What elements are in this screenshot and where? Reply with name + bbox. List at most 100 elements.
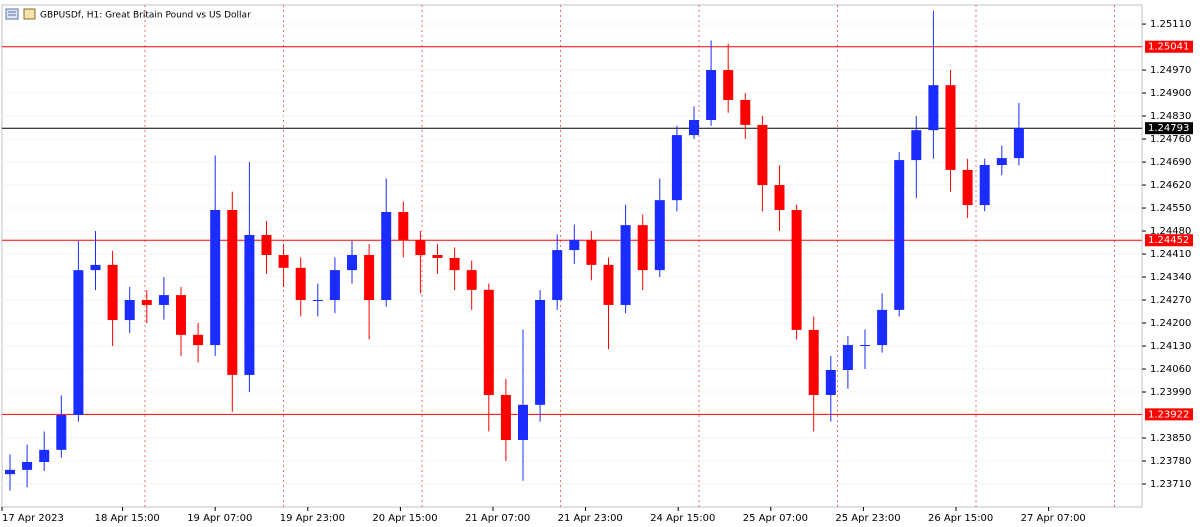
y-tick-label: 1.24550 xyxy=(1150,203,1191,214)
candle-body xyxy=(398,211,409,240)
y-tick-label: 1.24130 xyxy=(1150,341,1191,352)
candle-body xyxy=(894,160,905,310)
level-label: 1.25041 xyxy=(1148,42,1189,53)
candle-body xyxy=(193,334,204,346)
candle-body xyxy=(329,270,340,301)
level-label: 1.23922 xyxy=(1148,409,1189,420)
candle-body xyxy=(723,70,734,100)
candle-body xyxy=(552,250,563,301)
y-tick-label: 1.25110 xyxy=(1150,19,1191,30)
y-tick-label: 1.24620 xyxy=(1150,180,1191,191)
candle-body xyxy=(911,130,922,161)
icon-list xyxy=(5,8,19,20)
candle-body xyxy=(244,234,255,375)
candle-body xyxy=(415,239,426,256)
y-tick-label: 1.23710 xyxy=(1150,479,1191,490)
y-tick-label: 1.24970 xyxy=(1150,65,1191,76)
chart-title: GBPUSDf, H1: Great Britain Pound vs US D… xyxy=(40,11,251,21)
x-tick-label: 24 Apr 15:00 xyxy=(650,513,715,524)
y-tick-label: 1.24900 xyxy=(1150,88,1191,99)
candle-body xyxy=(654,200,665,271)
icons xyxy=(5,8,36,20)
candle-body xyxy=(176,295,186,335)
candle-body xyxy=(141,300,152,305)
x-tick-label: 25 Apr 07:00 xyxy=(743,513,808,524)
candle-body xyxy=(381,211,392,301)
y-tick-label: 1.24480 xyxy=(1150,226,1191,237)
candle-body xyxy=(603,264,614,305)
candle-body xyxy=(825,370,836,395)
level-label-bg xyxy=(1145,40,1193,53)
candle-body xyxy=(73,270,84,416)
level-label-bg xyxy=(1145,234,1193,247)
candle-body xyxy=(791,210,802,330)
plot-frame xyxy=(1,4,1143,508)
x-tick-label: 20 Apr 15:00 xyxy=(372,513,437,524)
y-tick-label: 1.24340 xyxy=(1150,272,1191,283)
y-tick-label: 1.24270 xyxy=(1150,295,1191,306)
candle-body xyxy=(945,85,956,170)
candle-body xyxy=(877,309,888,346)
level-label-bg xyxy=(1145,122,1193,135)
y-tick-label: 1.24760 xyxy=(1150,134,1191,145)
candle-body xyxy=(996,158,1007,165)
candle-body xyxy=(774,185,785,211)
candle-body xyxy=(210,210,221,346)
candle-body xyxy=(586,239,597,265)
x-tick-label: 19 Apr 23:00 xyxy=(280,513,345,524)
candle-body xyxy=(39,449,50,462)
candle-body xyxy=(860,345,870,347)
candle-body xyxy=(689,119,699,136)
y-tick-label: 1.24690 xyxy=(1150,157,1191,168)
x-tick-label: 21 Apr 07:00 xyxy=(465,513,530,524)
x-tick-label: 21 Apr 23:00 xyxy=(558,513,623,524)
x-tick-label: 18 Apr 15:00 xyxy=(95,513,160,524)
candle-body xyxy=(928,85,939,131)
candle-body xyxy=(740,99,751,125)
y-tick-label: 1.23990 xyxy=(1150,387,1191,398)
candle-body xyxy=(535,300,546,405)
x-tick-label: 25 Apr 23:00 xyxy=(835,513,900,524)
x-tick-label: 19 Apr 07:00 xyxy=(187,513,252,524)
candle-body xyxy=(569,239,580,251)
candle-body xyxy=(842,345,853,371)
icon-chart xyxy=(23,8,36,20)
candle-body xyxy=(124,300,135,321)
candle-body xyxy=(278,255,289,268)
candle-body xyxy=(706,70,717,120)
candle-body xyxy=(5,469,15,475)
candle-body xyxy=(979,164,990,206)
candle-body xyxy=(261,234,272,256)
candle-body xyxy=(449,257,460,271)
candle-body xyxy=(620,225,631,305)
y-tick-label: 1.24200 xyxy=(1150,318,1191,329)
y-tick-label: 1.23780 xyxy=(1150,456,1191,467)
x-tick-label: 17 Apr 2023 xyxy=(2,513,64,524)
candle-body xyxy=(227,210,238,375)
candle-body xyxy=(637,225,648,271)
y-tick-label: 1.24410 xyxy=(1150,249,1191,260)
candle-body xyxy=(107,264,118,321)
candle-body xyxy=(158,295,169,305)
candle-body xyxy=(432,255,443,258)
candle-body xyxy=(90,264,101,271)
level-label-bg xyxy=(1145,408,1193,421)
y-tick-label: 1.23850 xyxy=(1150,433,1191,444)
candle-body xyxy=(500,394,511,440)
candle-body xyxy=(483,289,494,395)
candle-body xyxy=(518,404,528,440)
candle-body xyxy=(295,267,306,301)
x-tick-label: 26 Apr 15:00 xyxy=(928,513,993,524)
level-label: 1.24452 xyxy=(1148,235,1189,246)
candle-body xyxy=(671,135,682,201)
candle-body xyxy=(757,124,768,186)
candle-body xyxy=(347,255,357,271)
candle-body xyxy=(962,169,973,206)
level-label: 1.24793 xyxy=(1148,123,1189,134)
candle-body xyxy=(466,270,477,290)
candle-body xyxy=(22,461,33,470)
candle-body xyxy=(1013,128,1024,159)
